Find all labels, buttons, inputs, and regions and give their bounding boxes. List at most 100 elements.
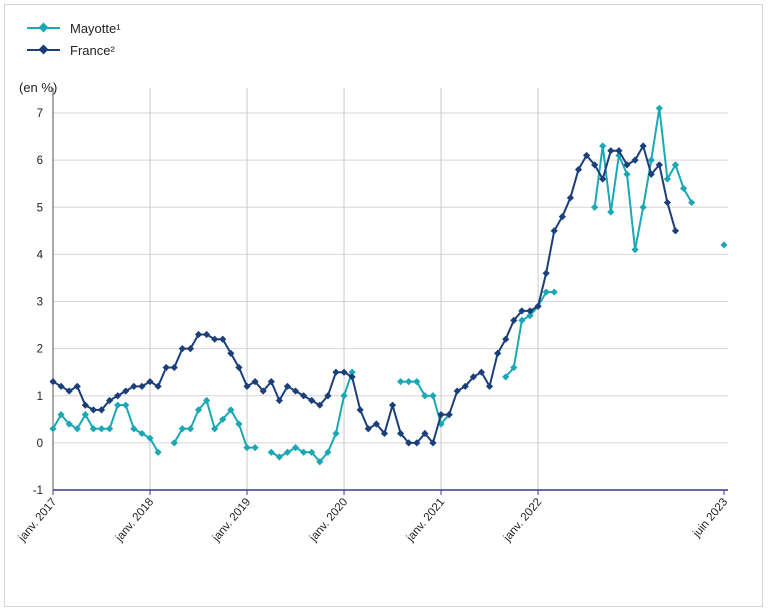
data-point [542,288,550,296]
diamond-marker-icon [38,44,49,55]
data-point [275,396,283,405]
data-point [477,368,486,376]
data-point [211,425,219,433]
data-point [340,392,348,400]
data-point [510,363,518,372]
data-point [550,227,558,235]
data-point [526,307,534,315]
data-point [550,288,558,296]
data-point [162,363,170,372]
legend-label-france: France² [70,43,115,58]
data-point [138,382,146,390]
x-tick-label: janv. 2019 [210,496,253,544]
data-point [154,382,162,390]
series-group [49,104,728,466]
data-point [73,425,81,433]
y-tick-label: -1 [33,485,43,497]
data-point [49,425,57,433]
legend: Mayotte¹ France² [27,21,121,58]
data-point [591,161,599,169]
data-point [413,378,421,386]
data-point [267,378,275,386]
data-point [203,396,211,405]
data-point [591,203,599,211]
data-point [639,203,647,211]
data-point [267,448,275,456]
x-tick-label: janv. 2017 [16,496,59,544]
data-point [49,378,57,386]
data-point [227,406,235,414]
data-point [405,439,413,447]
data-point [178,425,186,433]
grid [53,88,728,491]
data-point [469,373,477,381]
data-point [291,443,300,452]
data-point [194,406,203,414]
data-point [397,429,405,438]
data-point [485,382,494,390]
data-point [73,382,81,390]
x-tick-label: janv. 2018 [113,496,156,544]
data-point [510,316,518,324]
data-point [518,316,526,324]
data-point [518,307,526,315]
data-point [663,175,672,183]
data-point [558,213,566,221]
legend-label-mayotte: Mayotte¹ [70,21,121,36]
data-point [599,175,607,183]
data-point [688,198,696,207]
data-point [397,378,405,386]
data-point [114,392,122,400]
data-point [453,387,461,395]
y-tick-label: 6 [37,155,43,167]
data-point [316,401,324,409]
data-point [122,401,130,409]
data-point [647,156,655,164]
data-point [356,406,364,414]
data-point [574,165,583,174]
data-point [647,170,655,178]
y-tick-label: 7 [37,108,43,120]
data-point [502,373,510,381]
data-point [542,269,550,277]
data-point [316,458,324,466]
data-point [275,453,283,461]
data-point [146,434,154,442]
data-point [65,420,73,428]
data-point [57,411,65,419]
data-point [97,425,106,433]
y-axis-unit-label: (en %) [19,80,57,95]
x-tick-label: janv. 2021 [404,496,447,544]
data-point [251,443,259,452]
data-point [526,312,534,320]
data-point [65,387,73,395]
data-point [300,448,308,456]
data-point [623,161,631,169]
data-point [348,373,356,381]
data-point [235,363,243,372]
data-point [194,330,203,339]
data-point [364,425,372,433]
data-point [283,382,292,390]
data-point [332,429,340,438]
data-point [203,330,211,339]
data-point [372,420,380,428]
data-point [429,439,437,447]
data-point [243,443,251,452]
data-point [97,406,106,414]
chart-frame [4,4,763,607]
data-point [720,241,728,249]
data-point [89,425,98,433]
data-point [679,184,688,192]
legend-item-france: France² [27,43,115,58]
data-point [81,411,89,419]
x-tick-label: juin 2023 [690,496,730,540]
data-point [671,161,680,169]
data-point [283,448,292,456]
data-point [227,349,235,357]
y-tick-label: 4 [37,249,44,261]
legend-item-mayotte: Mayotte¹ [27,21,121,36]
data-point [130,382,138,390]
data-point [388,401,397,409]
data-point [251,378,259,386]
